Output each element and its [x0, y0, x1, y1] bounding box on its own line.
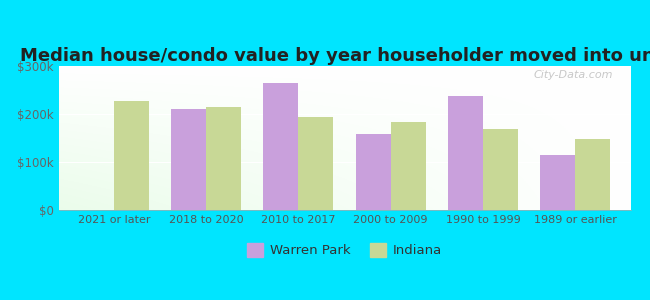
Bar [298, 117, 333, 210]
Bar [540, 155, 575, 210]
Text: Median house/condo value by year householder moved into unit: Median house/condo value by year househo… [20, 47, 650, 65]
Bar [575, 139, 610, 210]
Bar [391, 122, 426, 210]
Bar [448, 96, 483, 210]
Bar [356, 134, 391, 210]
Bar [171, 109, 206, 210]
Legend: Warren Park, Indiana: Warren Park, Indiana [240, 236, 448, 264]
Bar [483, 129, 518, 210]
Bar [263, 83, 298, 210]
Text: City-Data.com: City-Data.com [534, 70, 614, 80]
Bar [114, 100, 149, 210]
Bar [206, 107, 241, 210]
